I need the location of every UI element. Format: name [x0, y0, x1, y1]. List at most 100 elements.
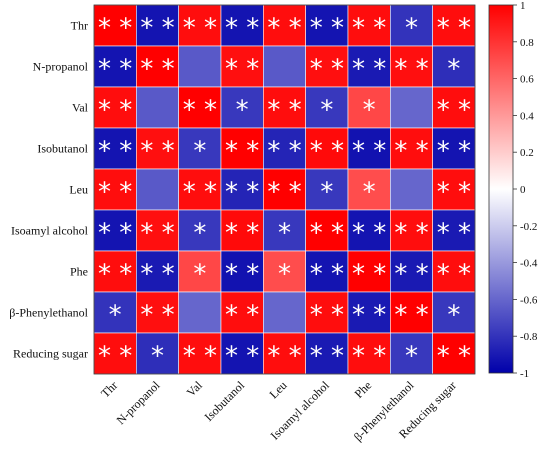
significance-marker: * *	[437, 260, 471, 290]
significance-marker: * *	[183, 342, 217, 372]
heatmap-cell	[263, 250, 306, 293]
significance-marker: * *	[352, 301, 386, 331]
heatmap-cell	[390, 168, 433, 211]
heatmap-cell	[305, 332, 349, 375]
colorbar-tick-label: -1	[520, 368, 529, 380]
significance-marker: * *	[352, 137, 386, 167]
heatmap-cell	[263, 45, 306, 88]
heatmap-cell	[93, 4, 137, 47]
significance-marker: * *	[140, 219, 174, 249]
heatmap-cell	[136, 168, 179, 211]
significance-marker: * *	[225, 301, 259, 331]
heatmap-cell	[432, 45, 476, 88]
row-label: Thr	[71, 19, 88, 33]
heatmap-cell	[305, 291, 349, 334]
colorbar-tick-label: 0.2	[520, 147, 534, 159]
row-label: Isobutanol	[37, 142, 88, 156]
significance-marker: * *	[225, 14, 259, 44]
heatmap-cell	[136, 209, 179, 252]
heatmap-cell	[305, 168, 349, 211]
significance-marker: *	[278, 260, 291, 290]
significance-marker: * *	[352, 260, 386, 290]
heatmap-cell	[93, 209, 137, 252]
significance-marker: *	[236, 96, 249, 126]
significance-marker: * *	[225, 342, 259, 372]
significance-marker: * *	[394, 137, 428, 167]
significance-marker: * *	[140, 260, 174, 290]
heatmap-cell	[93, 45, 137, 88]
colorbar-tick-label: -0.4	[520, 258, 538, 270]
significance-marker: * *	[140, 301, 174, 331]
heatmap-cell	[347, 250, 391, 293]
significance-marker: * *	[225, 219, 259, 249]
column-label: Isobutanol	[202, 378, 248, 424]
heatmap-cell	[93, 86, 137, 129]
row-label: β-Phenylethanol	[9, 306, 88, 320]
colorbar-tick-label: 0.4	[520, 110, 534, 122]
heatmap-cell	[390, 209, 433, 252]
row-label: Leu	[69, 183, 88, 197]
heatmap-cell	[390, 45, 433, 88]
heatmap-cell	[347, 332, 391, 375]
significance-marker: * *	[437, 96, 471, 126]
heatmap-cells	[93, 4, 476, 375]
significance-marker: * *	[352, 14, 386, 44]
significance-marker: * *	[98, 55, 132, 85]
significance-marker: * *	[140, 137, 174, 167]
significance-marker: * *	[310, 301, 344, 331]
significance-marker: *	[363, 96, 376, 126]
heatmap-cell	[136, 127, 179, 170]
heatmap-cell	[263, 332, 306, 375]
heatmap-cell	[220, 127, 264, 170]
column-label: Leu	[267, 378, 290, 401]
heatmap-cell	[178, 209, 222, 252]
heatmap-cell	[178, 86, 222, 129]
heatmap-cell	[178, 291, 222, 334]
significance-marker: * *	[310, 55, 344, 85]
heatmap-cell	[136, 332, 179, 375]
significance-marker: * *	[352, 55, 386, 85]
heatmap-cell	[220, 4, 264, 47]
significance-marker: *	[278, 219, 291, 249]
significance-marker: * *	[310, 342, 344, 372]
significance-marker: * *	[352, 342, 386, 372]
significance-marker: * *	[394, 219, 428, 249]
heatmap-cell	[432, 168, 476, 211]
significance-marker: * *	[267, 342, 301, 372]
significance-marker: * *	[437, 219, 471, 249]
heatmap-cell	[263, 209, 306, 252]
significance-marker: *	[447, 301, 460, 331]
heatmap-cell	[93, 168, 137, 211]
heatmap-cell	[263, 291, 306, 334]
significance-marker: * *	[98, 219, 132, 249]
heatmap-cell	[93, 291, 137, 334]
significance-marker: *	[363, 178, 376, 208]
heatmap-cell	[390, 4, 433, 47]
heatmap-cell	[93, 127, 137, 170]
significance-marker: * *	[437, 342, 471, 372]
significance-marker: * *	[140, 55, 174, 85]
heatmap-cell	[136, 250, 179, 293]
heatmap-cell	[432, 127, 476, 170]
heatmap-cell	[93, 332, 137, 375]
column-label: Thr	[98, 378, 120, 400]
colorbar: 1 0.8 0.6 0.4 0.2 0 -0.2 -0.4 -0.6 -0.8 -1	[488, 0, 538, 380]
significance-marker: * *	[98, 137, 132, 167]
significance-marker: * *	[225, 178, 259, 208]
heatmap-cell	[220, 86, 264, 129]
significance-marker: * *	[98, 260, 132, 290]
colorbar-tick-label: -0.6	[520, 294, 538, 306]
significance-marker: *	[405, 14, 418, 44]
heatmap-cell	[136, 86, 179, 129]
significance-marker: * *	[98, 14, 132, 44]
significance-marker: *	[193, 219, 206, 249]
significance-marker: * *	[225, 55, 259, 85]
column-label: N-propanol	[114, 378, 163, 427]
heatmap-cell	[220, 168, 264, 211]
heatmap-cell	[305, 209, 349, 252]
heatmap-cell	[390, 86, 433, 129]
significance-marker: * *	[437, 14, 471, 44]
significance-marker: * *	[225, 137, 259, 167]
